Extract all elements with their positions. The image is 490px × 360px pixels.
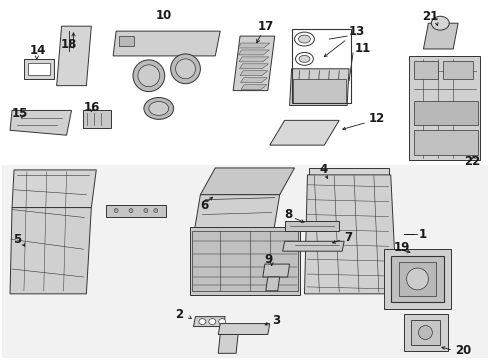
Polygon shape — [304, 175, 397, 294]
Ellipse shape — [219, 319, 226, 325]
Bar — [106, 204, 166, 216]
Polygon shape — [270, 120, 339, 145]
Ellipse shape — [144, 208, 148, 212]
Ellipse shape — [171, 54, 200, 84]
Bar — [111, 11, 225, 130]
Ellipse shape — [149, 102, 169, 116]
Polygon shape — [10, 111, 72, 135]
Text: 18: 18 — [60, 37, 77, 50]
Text: 7: 7 — [344, 231, 352, 244]
Bar — [2, 1, 488, 165]
Text: 8: 8 — [285, 208, 293, 221]
Ellipse shape — [298, 35, 311, 43]
Ellipse shape — [175, 59, 196, 79]
Ellipse shape — [138, 65, 160, 87]
Bar — [119, 36, 134, 46]
Text: 6: 6 — [200, 199, 209, 212]
Polygon shape — [113, 31, 220, 56]
Polygon shape — [194, 317, 225, 327]
Ellipse shape — [209, 319, 216, 325]
Polygon shape — [233, 36, 275, 91]
Text: 15: 15 — [12, 107, 28, 120]
Bar — [414, 61, 439, 79]
Ellipse shape — [133, 60, 165, 91]
Text: 1: 1 — [418, 228, 427, 241]
Text: 21: 21 — [422, 10, 439, 23]
Bar — [7, 163, 404, 304]
Polygon shape — [263, 264, 290, 277]
Ellipse shape — [154, 208, 158, 212]
Bar — [193, 231, 297, 291]
Polygon shape — [290, 69, 349, 105]
Polygon shape — [12, 170, 97, 208]
Text: 16: 16 — [83, 101, 100, 114]
Polygon shape — [241, 78, 268, 83]
Text: 11: 11 — [355, 42, 371, 55]
Text: 17: 17 — [258, 20, 274, 33]
Polygon shape — [57, 26, 91, 86]
Bar — [409, 56, 480, 160]
Polygon shape — [218, 334, 238, 353]
Text: 14: 14 — [30, 44, 46, 58]
Bar — [83, 111, 111, 128]
Polygon shape — [310, 168, 389, 175]
Bar — [411, 320, 441, 345]
Ellipse shape — [407, 268, 428, 290]
Text: 13: 13 — [349, 24, 366, 38]
Polygon shape — [218, 324, 270, 334]
Polygon shape — [240, 71, 268, 76]
Bar — [391, 256, 444, 302]
Ellipse shape — [199, 319, 206, 325]
Polygon shape — [238, 43, 270, 48]
Bar — [292, 29, 351, 103]
Ellipse shape — [144, 98, 173, 120]
Bar — [414, 130, 478, 155]
Text: 20: 20 — [455, 344, 471, 357]
Text: 22: 22 — [464, 156, 480, 168]
Bar — [414, 100, 478, 125]
Ellipse shape — [295, 53, 314, 65]
Polygon shape — [241, 85, 267, 90]
Polygon shape — [239, 50, 270, 55]
Polygon shape — [28, 63, 49, 75]
Bar — [191, 228, 299, 295]
Text: 4: 4 — [319, 163, 328, 176]
Polygon shape — [200, 168, 294, 195]
Polygon shape — [240, 64, 269, 69]
Text: 2: 2 — [175, 308, 184, 321]
Bar — [293, 79, 346, 103]
Polygon shape — [24, 59, 54, 79]
Text: 5: 5 — [13, 233, 21, 246]
Text: 3: 3 — [272, 314, 280, 327]
Text: 9: 9 — [265, 253, 273, 266]
Text: 10: 10 — [156, 9, 172, 22]
Ellipse shape — [431, 16, 449, 30]
Bar — [384, 249, 451, 309]
Text: 12: 12 — [369, 112, 385, 125]
Ellipse shape — [294, 32, 315, 46]
Polygon shape — [239, 57, 269, 62]
Bar — [404, 314, 448, 351]
Ellipse shape — [129, 208, 133, 212]
Bar — [443, 61, 473, 79]
Polygon shape — [283, 241, 344, 251]
Polygon shape — [10, 208, 91, 294]
Bar — [399, 262, 436, 296]
Polygon shape — [266, 277, 280, 291]
Ellipse shape — [114, 208, 118, 212]
Polygon shape — [423, 23, 458, 49]
Bar — [285, 221, 339, 231]
Ellipse shape — [299, 55, 310, 62]
Polygon shape — [191, 195, 280, 254]
Ellipse shape — [418, 325, 432, 339]
Text: 19: 19 — [393, 241, 410, 254]
